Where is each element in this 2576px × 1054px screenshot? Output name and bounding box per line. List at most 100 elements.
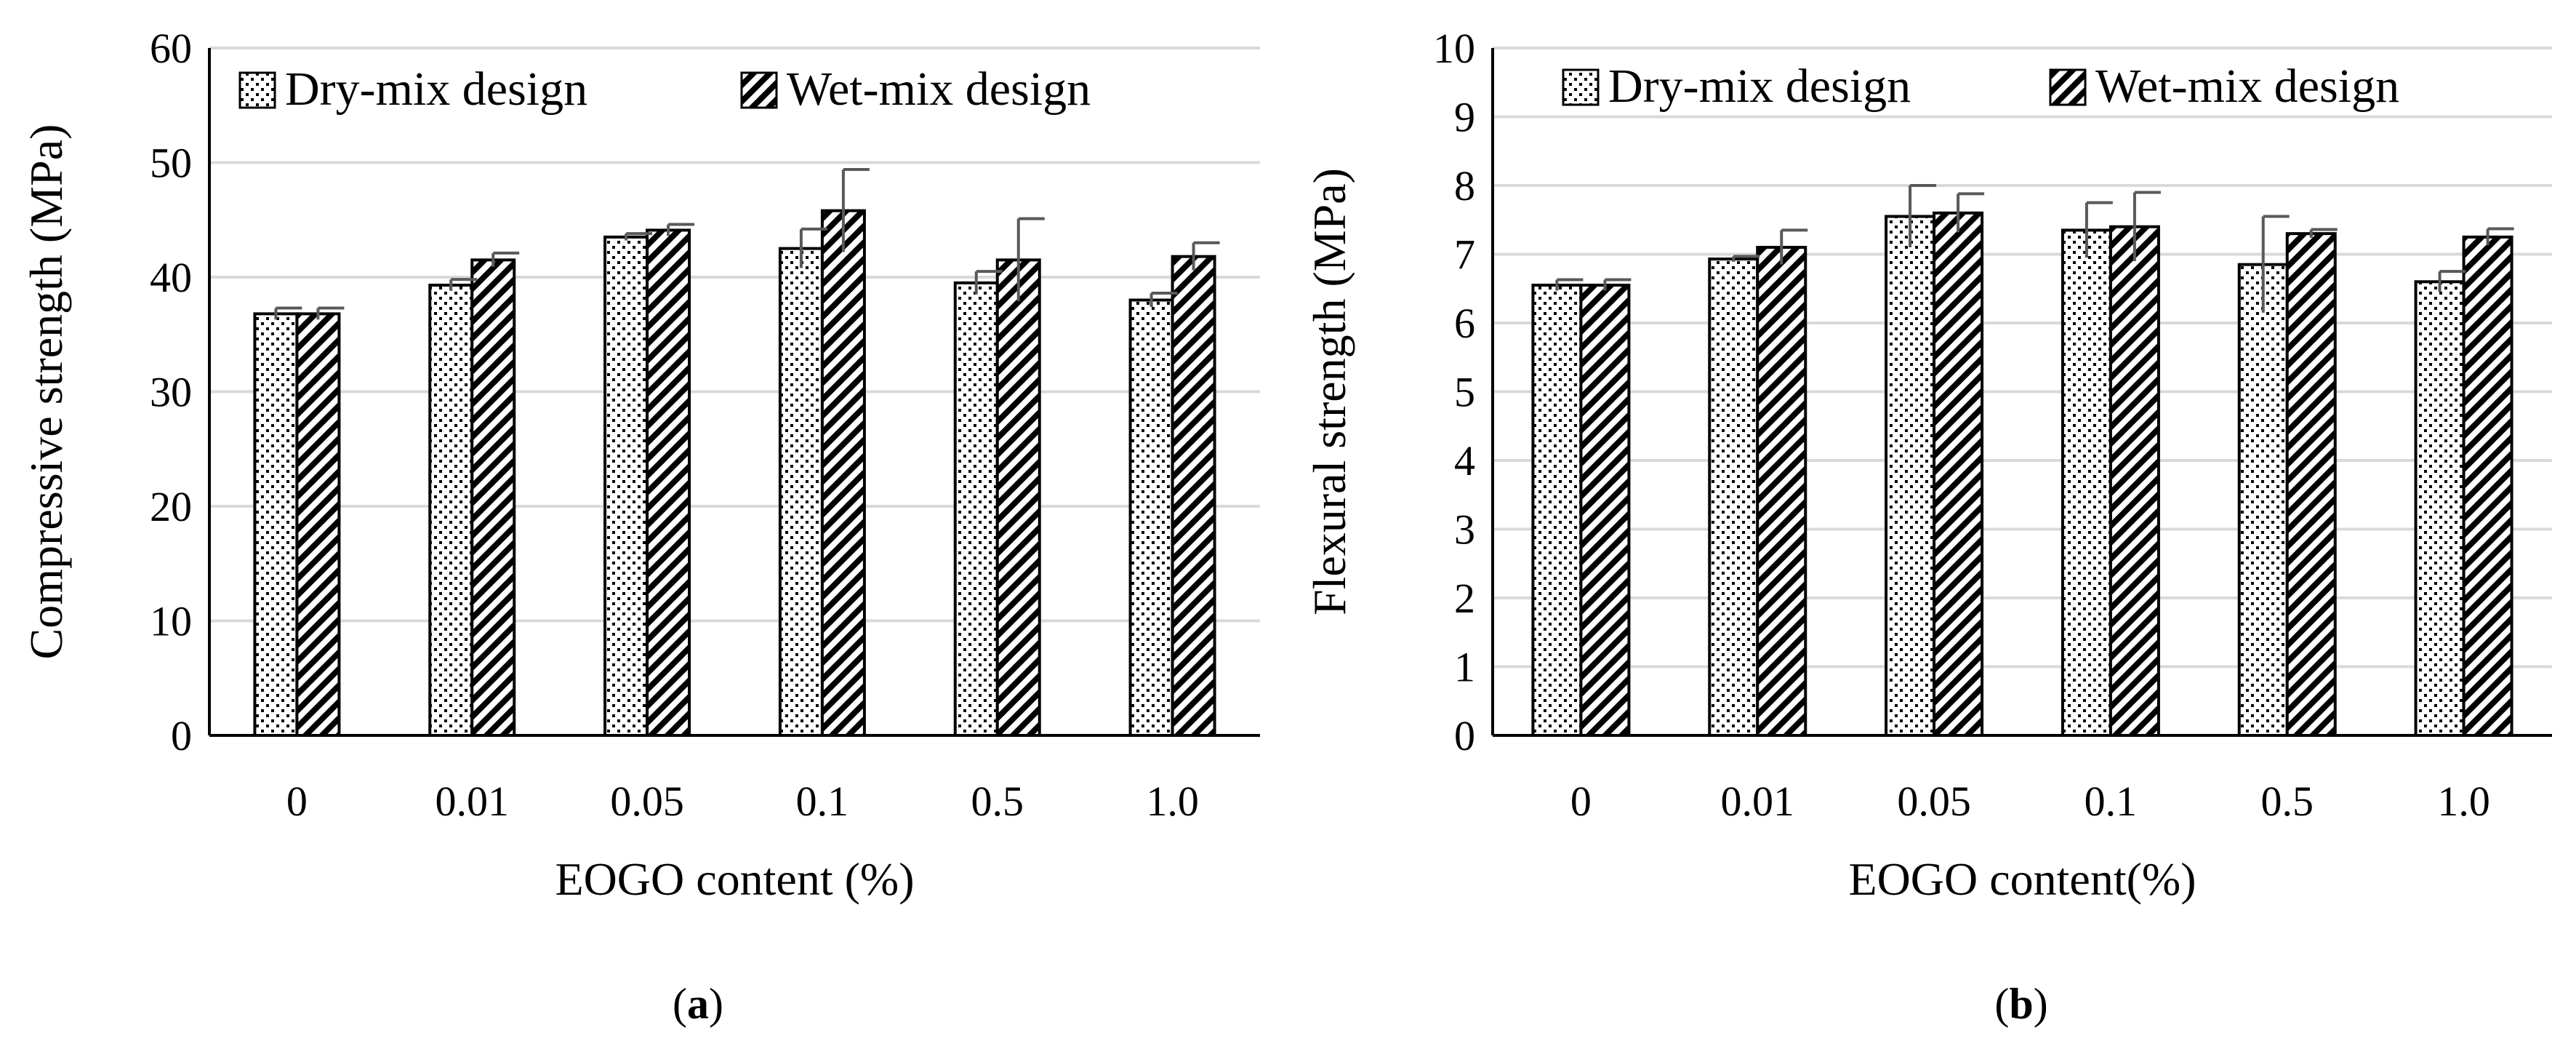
error-bar-wet-0.05 xyxy=(667,223,695,236)
x-tick-labels-b: 0 0.01 0.05 0.1 0.5 1.0 xyxy=(1570,778,2490,825)
x-tick-label: 0.5 xyxy=(2261,778,2314,825)
x-tick-label: 0.1 xyxy=(796,778,849,825)
x-axis-title-a: EOGO content (%) xyxy=(555,853,914,905)
y-tick-labels-a: 0 10 20 30 40 50 60 xyxy=(150,25,192,759)
chart-panel-a: 0 10 20 30 40 50 60 0 0.01 0.05 0.1 0.5 1.0 Compres… xyxy=(20,25,1260,1028)
y-tick-label: 0 xyxy=(171,712,192,759)
bar-wet-0.1 xyxy=(820,209,866,737)
y-tick-label: 3 xyxy=(1454,506,1475,554)
error-bar-wet-1.0 xyxy=(1192,241,1220,271)
bar-dry-0.1 xyxy=(778,247,824,737)
error-bar-wet-0.01 xyxy=(491,251,520,267)
bar-wet-1.0 xyxy=(2462,235,2513,737)
y-tick-label: 20 xyxy=(150,483,192,530)
y-axis-title-b: Flexural strength (MPa) xyxy=(1304,168,1355,615)
error-bar-wet-0 xyxy=(1603,278,1632,291)
error-bar-dry-0.05 xyxy=(1909,184,1937,248)
error-bar-wet-0 xyxy=(316,306,345,320)
x-tick-labels-a: 0 0.01 0.05 0.1 0.5 1.0 xyxy=(286,778,1199,825)
legend-b: Dry-mix design Wet-mix design xyxy=(1562,60,2399,113)
error-bars-a xyxy=(274,167,1220,320)
y-tick-label: 2 xyxy=(1454,575,1475,622)
error-bar-dry-0.1 xyxy=(2085,201,2113,258)
x-tick-label: 0.5 xyxy=(971,778,1024,825)
x-tick-label: 0.1 xyxy=(2085,778,2138,825)
error-bar-dry-0.01 xyxy=(1732,255,1760,262)
y-tick-label: 0 xyxy=(1454,712,1475,759)
error-bar-dry-0.5 xyxy=(974,270,1003,295)
bar-wet-0.01 xyxy=(1756,246,1807,737)
bar-dry-1.0 xyxy=(1128,298,1174,737)
bar-dry-0.5 xyxy=(2237,263,2289,737)
legend-label-dry-b: Dry-mix design xyxy=(1608,60,1911,113)
bar-dry-0.01 xyxy=(1708,257,1760,737)
bars-a xyxy=(253,209,1216,737)
error-bar-dry-0.01 xyxy=(449,278,478,291)
y-tick-labels-b: 0 1 2 3 4 5 6 7 8 9 10 xyxy=(1433,25,1475,759)
error-bar-dry-0 xyxy=(1555,278,1584,291)
bar-dry-0 xyxy=(253,312,299,737)
error-bar-wet-0.5 xyxy=(1016,217,1045,302)
bar-wet-0.05 xyxy=(1933,211,1984,737)
legend-swatch-dry-b xyxy=(1562,68,1600,106)
y-axis-title-a: Compressive strength (MPa) xyxy=(20,124,72,660)
bar-dry-0 xyxy=(1531,284,1583,737)
bars-b xyxy=(1531,211,2513,737)
y-tick-label: 5 xyxy=(1454,369,1475,416)
x-tick-label: 0.05 xyxy=(1897,778,1971,825)
x-tick-label: 1.0 xyxy=(2437,778,2490,825)
error-bar-dry-0.1 xyxy=(799,227,827,268)
legend-swatch-dry-a xyxy=(238,71,276,109)
legend-a: Dry-mix design Wet-mix design xyxy=(238,63,1091,116)
x-tick-label: 0.01 xyxy=(436,778,510,825)
y-tick-label: 1 xyxy=(1454,644,1475,691)
chart-panel-b: 0 1 2 3 4 5 6 7 8 9 10 0 0.01 0.05 0.1 0.5 1.0 Flexural… xyxy=(1304,25,2552,1028)
y-tick-label: 9 xyxy=(1454,94,1475,141)
panel-letter-a: a xyxy=(687,980,709,1028)
legend-label-dry-a: Dry-mix design xyxy=(285,63,587,116)
error-bar-wet-0.1 xyxy=(841,167,870,252)
bar-wet-0.5 xyxy=(2285,232,2337,737)
bar-dry-0.05 xyxy=(1885,215,1936,737)
y-tick-label: 8 xyxy=(1454,162,1475,209)
error-bar-wet-1.0 xyxy=(2486,227,2514,246)
x-tick-label: 0.05 xyxy=(610,778,684,825)
error-bar-dry-1.0 xyxy=(1149,292,1178,307)
legend-swatch-wet-b xyxy=(2049,68,2087,106)
error-bar-dry-0 xyxy=(274,306,302,320)
bar-dry-0.05 xyxy=(603,235,649,737)
error-bar-dry-0.05 xyxy=(625,232,653,241)
gridlines-a xyxy=(209,47,1260,623)
error-bars-b xyxy=(1555,184,2514,313)
x-tick-label: 0.01 xyxy=(1721,778,1795,825)
bar-wet-0.01 xyxy=(470,258,516,737)
error-bar-wet-0.01 xyxy=(1780,228,1808,265)
panel-letter-b: b xyxy=(2009,980,2033,1028)
bar-dry-0.5 xyxy=(953,281,999,737)
error-bar-wet-0.05 xyxy=(1957,192,1985,233)
error-bar-wet-0.5 xyxy=(2309,228,2338,238)
y-tick-label: 50 xyxy=(150,140,192,187)
y-tick-label: 6 xyxy=(1454,300,1475,347)
gridlines-b xyxy=(1493,47,2552,668)
bar-dry-0.1 xyxy=(2061,228,2112,737)
x-axis-title-b: EOGO content(%) xyxy=(1848,853,2196,905)
legend-label-wet-a: Wet-mix design xyxy=(787,63,1091,116)
bar-wet-1.0 xyxy=(1171,255,1216,737)
error-bar-dry-1.0 xyxy=(2438,270,2466,292)
y-tick-label: 40 xyxy=(150,254,192,301)
x-tick-label: 0 xyxy=(286,778,308,825)
panel-label-b: (b) xyxy=(1994,980,2047,1028)
bar-dry-1.0 xyxy=(2414,280,2465,737)
legend-swatch-wet-a xyxy=(740,71,778,109)
bar-wet-0.05 xyxy=(646,228,691,737)
bar-wet-0 xyxy=(1579,284,1631,737)
bar-wet-0.5 xyxy=(995,258,1041,737)
error-bar-dry-0.5 xyxy=(2261,215,2290,313)
panel-label-a: (a) xyxy=(673,980,723,1028)
legend-label-wet-b: Wet-mix design xyxy=(2095,60,2399,113)
y-tick-label: 4 xyxy=(1454,437,1475,484)
x-tick-label: 0 xyxy=(1570,778,1592,825)
error-bar-wet-0.1 xyxy=(2132,191,2161,261)
